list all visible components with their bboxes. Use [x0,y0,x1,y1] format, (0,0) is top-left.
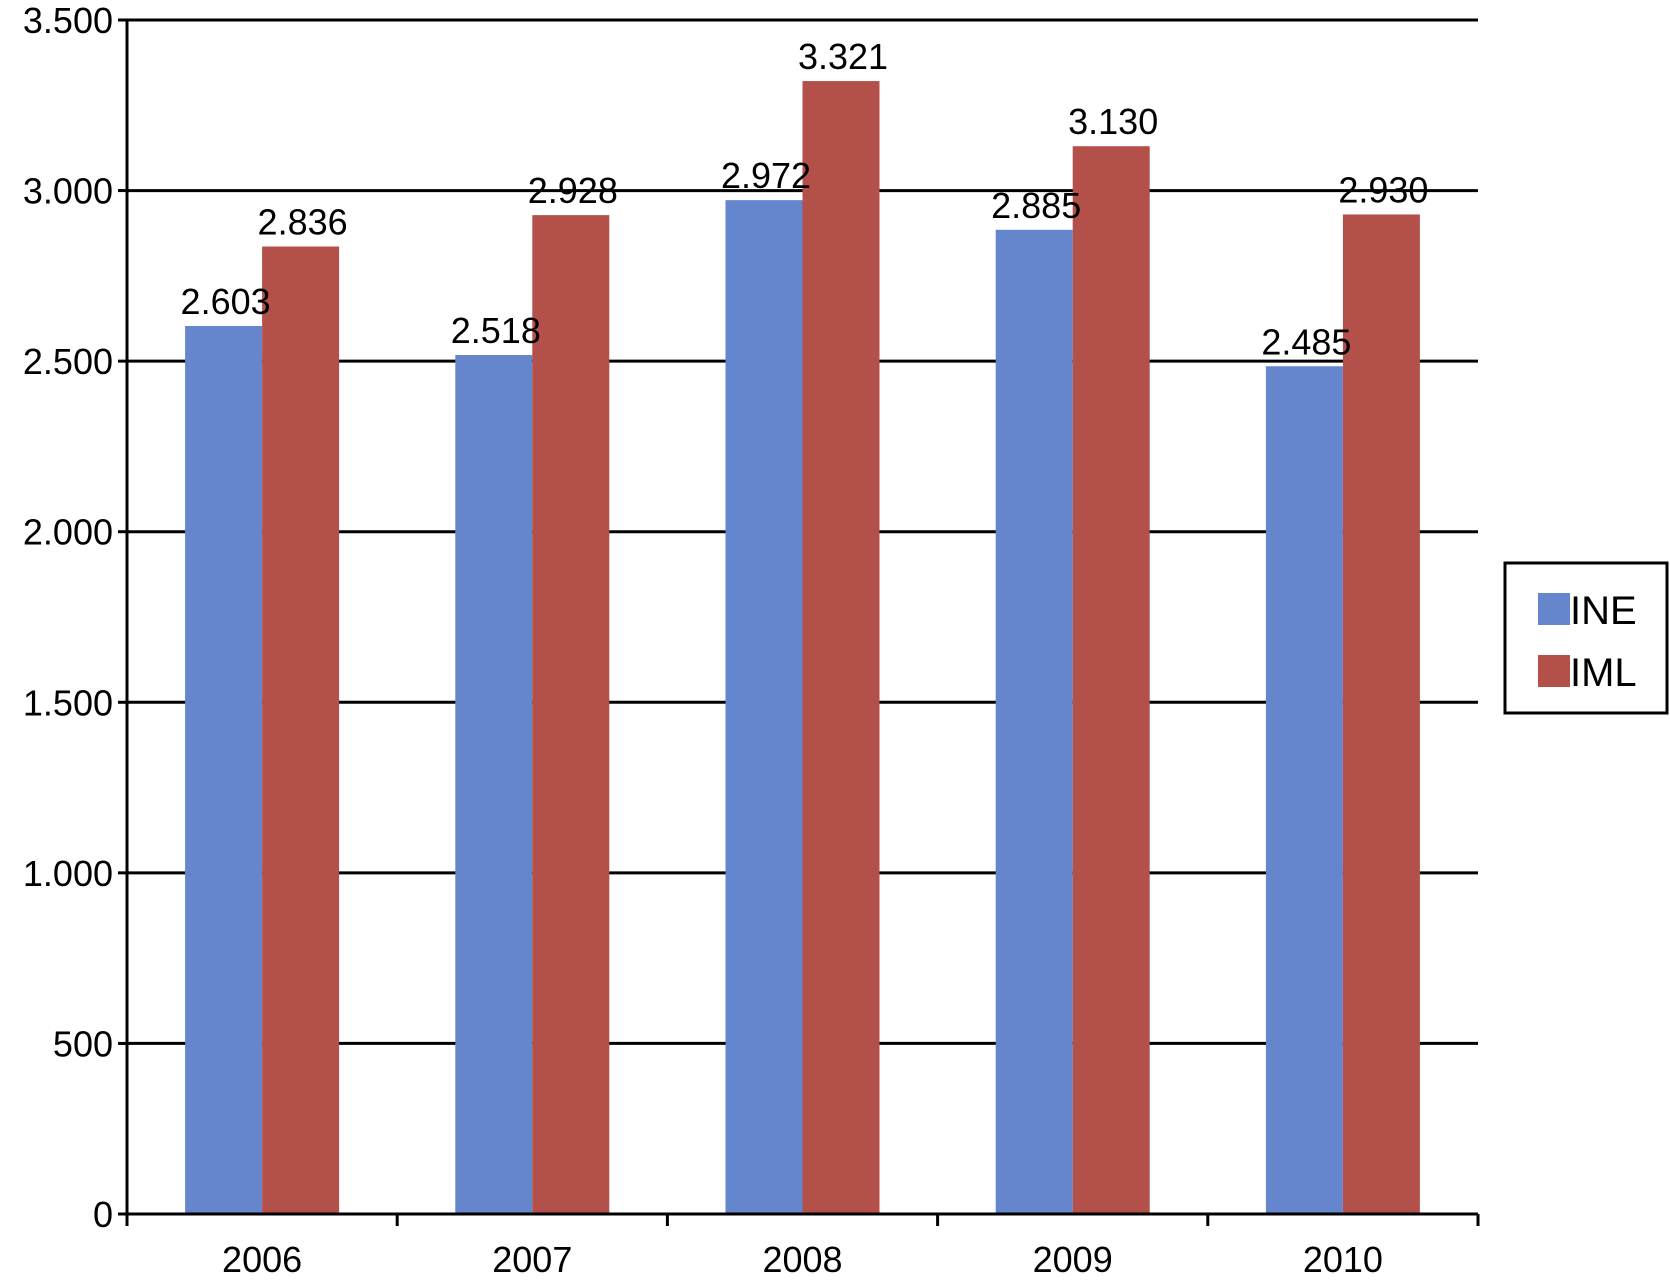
bar-iml-2009 [1072,146,1150,1214]
bar-iml-2007 [532,215,610,1214]
data-label-iml-2010: 2.930 [1338,169,1428,210]
data-label-iml-2009: 3.130 [1068,101,1158,142]
y-tick-label: 2.500 [23,341,113,382]
data-labels: 2.603 2.836 2.518 2.928 2.972 3.321 2.885 3.130… [181,36,1429,362]
data-label-ine-2009: 2.885 [991,185,1081,226]
data-label-ine-2006: 2.603 [181,281,271,322]
bar-ine-2009 [995,229,1073,1214]
x-axis-ticks: 2006 2007 2008 2009 2010 [125,1214,1480,1280]
y-axis-ticks: 0 500 1.000 1.500 2.000 2.500 3.000 3.500 [23,0,127,1235]
x-tick-label: 2009 [1033,1239,1113,1280]
bar-ine-2008 [725,200,803,1215]
data-label-ine-2008: 2.972 [721,155,811,196]
bar-iml-2010 [1342,214,1420,1215]
data-label-ine-2007: 2.518 [451,310,541,351]
y-tick-label: 0 [93,1194,113,1235]
bar-iml-2006 [262,246,340,1214]
x-tick-label: 2008 [762,1239,842,1280]
y-tick-label: 3.500 [23,0,113,41]
bar-iml-2008 [802,81,880,1214]
data-label-iml-2008: 3.321 [798,36,888,77]
y-tick-label: 500 [53,1023,113,1064]
y-tick-label: 3.000 [23,171,113,212]
legend-box [1503,561,1669,715]
y-tick-label: 1.500 [23,682,113,723]
axes [125,20,1478,1216]
x-tick-label: 2007 [492,1239,572,1280]
legend-label-ine: INE [1570,589,1637,633]
x-tick-label: 2006 [222,1239,302,1280]
data-label-ine-2010: 2.485 [1261,321,1351,362]
legend-swatch-ine [1538,593,1570,625]
legend-label-iml: IML [1570,651,1637,695]
bar-ine-2007 [455,355,533,1214]
y-tick-label: 1.000 [23,853,113,894]
x-tick-label: 2010 [1303,1239,1383,1280]
bar-ine-2010 [1265,366,1343,1214]
legend-swatch-iml [1538,655,1570,687]
legend: INE IML [1503,561,1669,715]
y-tick-label: 2.000 [23,512,113,553]
bars [185,81,1420,1215]
data-label-iml-2006: 2.836 [258,202,348,243]
data-label-iml-2007: 2.928 [528,170,618,211]
bar-ine-2006 [185,326,263,1215]
